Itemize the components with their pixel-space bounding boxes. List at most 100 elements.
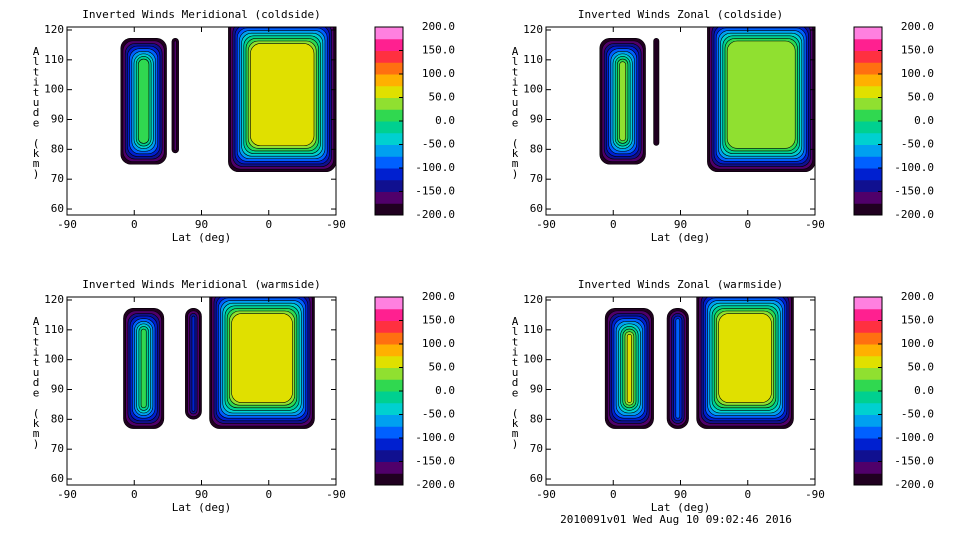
- y-tick-label: 120: [523, 23, 543, 36]
- footer: 2010091v01 Wed Aug 10 09:02:46 2016: [560, 513, 792, 526]
- y-tick-label: 120: [44, 293, 64, 306]
- colorbar-band: [375, 109, 403, 122]
- colorbar-band: [375, 191, 403, 204]
- colorbar-band: [375, 367, 403, 380]
- colorbar-tick-label: -100.0: [894, 161, 934, 174]
- contour-band: [626, 333, 632, 403]
- y-tick-label: 100: [523, 83, 543, 96]
- y-tick-label: 110: [44, 323, 64, 336]
- colorbar-band: [375, 355, 403, 368]
- colorbar-band: [854, 391, 882, 404]
- colorbar-band: [375, 438, 403, 451]
- contour-band: [718, 313, 772, 403]
- colorbar-band: [375, 461, 403, 474]
- colorbar-tick-label: 200.0: [422, 290, 455, 303]
- y-tick-label: 100: [44, 83, 64, 96]
- colorbar-band: [854, 74, 882, 87]
- colorbar-band: [854, 473, 882, 486]
- contour-band: [250, 43, 315, 147]
- colorbar-tick-label: 100.0: [901, 67, 934, 80]
- y-tick-label: 70: [530, 172, 543, 185]
- colorbar-tick-label: 0.0: [435, 384, 455, 397]
- colorbar-band: [854, 121, 882, 134]
- y-tick-label: 60: [51, 202, 64, 215]
- y-tick-label: 110: [44, 53, 64, 66]
- colorbar-band: [854, 414, 882, 427]
- colorbar-band: [854, 449, 882, 462]
- colorbar-band: [375, 391, 403, 404]
- colorbar-band: [375, 297, 403, 310]
- colorbar-tick-label: 200.0: [901, 290, 934, 303]
- colorbar-band: [854, 461, 882, 474]
- colorbar-band: [375, 74, 403, 87]
- x-tick-label: 0: [131, 218, 138, 231]
- colorbar-tick-label: 50.0: [429, 91, 456, 104]
- colorbar-tick-label: 200.0: [901, 20, 934, 33]
- colorbar-tick-label: -200.0: [894, 208, 934, 221]
- colorbar-tick-label: 50.0: [908, 361, 935, 374]
- colorbar-band: [375, 85, 403, 98]
- y-tick-label: 120: [44, 23, 64, 36]
- x-tick-label: 0: [265, 488, 272, 501]
- colorbar-band: [375, 50, 403, 63]
- y-tick-label: 90: [51, 113, 64, 126]
- colorbar-band: [854, 308, 882, 321]
- panel-title: Inverted Winds Meridional (coldside): [82, 8, 320, 21]
- colorbar-tick-label: 150.0: [422, 44, 455, 57]
- colorbar-band: [854, 50, 882, 63]
- y-tick-label: 100: [523, 353, 543, 366]
- colorbar-band: [375, 473, 403, 486]
- colorbar-band: [375, 121, 403, 134]
- colorbar-band: [375, 156, 403, 169]
- colorbar-band: [854, 38, 882, 51]
- x-axis-label: Lat (deg): [651, 501, 711, 514]
- colorbar-band: [375, 97, 403, 110]
- colorbar-band: [854, 27, 882, 40]
- colorbar-tick-label: 150.0: [901, 44, 934, 57]
- colorbar-band: [854, 156, 882, 169]
- colorbar-tick-label: 0.0: [914, 114, 934, 127]
- colorbar-tick-label: -100.0: [415, 431, 455, 444]
- field: [599, 27, 815, 173]
- x-tick-label: -90: [805, 218, 825, 231]
- y-tick-label: 110: [523, 53, 543, 66]
- panel: Inverted Winds Meridional (coldside) 60 70…: [33, 8, 455, 244]
- colorbar-band: [854, 320, 882, 333]
- colorbar-band: [375, 38, 403, 51]
- colorbar-tick-label: -50.0: [422, 408, 455, 421]
- colorbar-band: [854, 402, 882, 415]
- colorbar-band: [375, 320, 403, 333]
- colorbar-tick-label: 0.0: [435, 114, 455, 127]
- colorbar-band: [375, 27, 403, 40]
- x-tick-label: 90: [674, 218, 687, 231]
- colorbar-band: [375, 62, 403, 75]
- y-tick-label: 120: [523, 293, 543, 306]
- field: [123, 297, 315, 429]
- colorbar-tick-label: -50.0: [901, 408, 934, 421]
- x-tick-label: -90: [805, 488, 825, 501]
- colorbar-tick-label: -50.0: [901, 138, 934, 151]
- colorbar-band: [375, 144, 403, 157]
- colorbar-band: [375, 203, 403, 216]
- y-tick-label: 60: [530, 472, 543, 485]
- colorbar-tick-label: 200.0: [422, 20, 455, 33]
- colorbar-band: [375, 168, 403, 181]
- y-tick-label: 70: [51, 442, 64, 455]
- colorbar-tick-label: 150.0: [901, 314, 934, 327]
- x-axis-label: Lat (deg): [172, 231, 232, 244]
- colorbar-band: [375, 449, 403, 462]
- colorbar-tick-label: -100.0: [894, 431, 934, 444]
- colorbar-tick-label: -50.0: [422, 138, 455, 151]
- colorbar-band: [854, 144, 882, 157]
- y-tick-label: 80: [51, 142, 64, 155]
- colorbar-band: [375, 402, 403, 415]
- colorbar-band: [375, 179, 403, 192]
- x-tick-label: 90: [674, 488, 687, 501]
- y-tick-label: 90: [51, 383, 64, 396]
- field: [604, 297, 794, 429]
- x-tick-label: 90: [195, 218, 208, 231]
- colorbar-band: [854, 379, 882, 392]
